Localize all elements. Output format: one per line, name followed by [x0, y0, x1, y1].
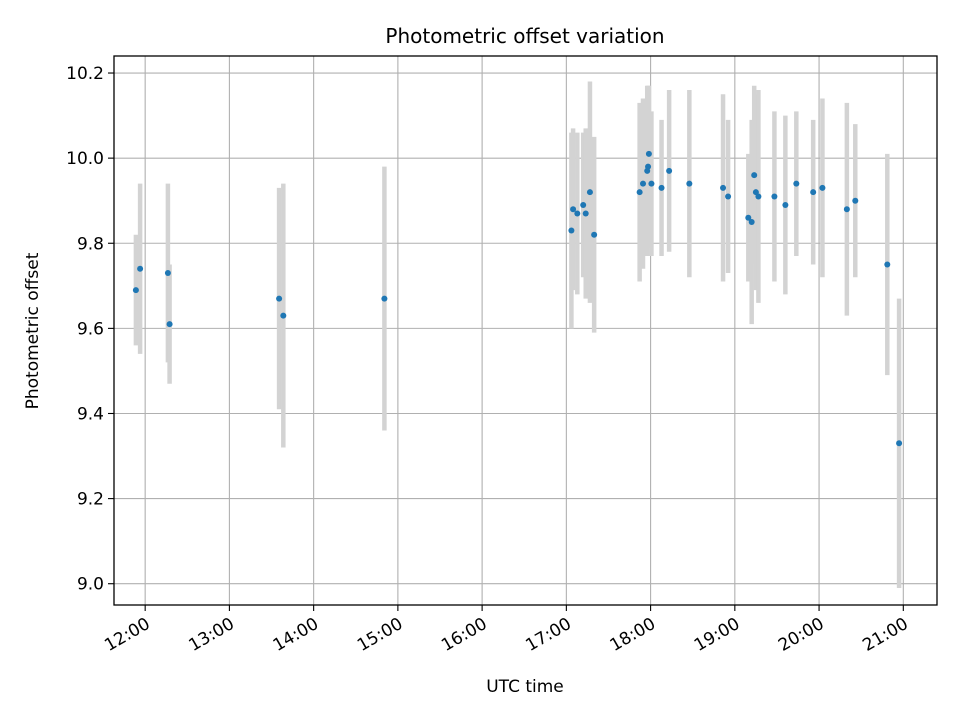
data-point	[280, 312, 287, 319]
data-point	[645, 150, 652, 157]
data-point	[748, 218, 755, 225]
data-point	[852, 197, 859, 204]
data-point	[580, 201, 587, 208]
y-tick-label: 10.0	[66, 149, 104, 169]
x-tick-label: 14:00	[270, 614, 322, 656]
y-axis: 9.0 9.2 9.4 9.6 9.8 10.0 10.2	[66, 64, 114, 595]
data-point	[640, 180, 647, 187]
x-tick-label: 15:00	[354, 614, 406, 656]
data-point	[843, 206, 850, 213]
data-point	[782, 201, 789, 208]
data-point	[658, 184, 665, 191]
x-tick-label: 17:00	[522, 614, 574, 656]
y-tick-label: 10.2	[66, 64, 104, 84]
data-point	[793, 180, 800, 187]
y-tick-label: 9.4	[77, 404, 104, 424]
y-axis-label: Photometric offset	[23, 252, 43, 409]
data-point	[720, 184, 727, 191]
data-point	[582, 210, 589, 217]
data-point	[648, 180, 655, 187]
x-tick-label: 18:00	[607, 614, 659, 656]
data-point	[771, 193, 778, 200]
x-axis-label: UTC time	[486, 677, 564, 697]
data-point	[591, 231, 598, 238]
y-tick-label: 9.2	[77, 490, 104, 510]
plot-frame	[113, 55, 938, 606]
chart-title: Photometric offset variation	[385, 24, 664, 48]
y-tick-label: 9.6	[77, 319, 104, 339]
data-point	[636, 189, 643, 196]
x-tick-label: 21:00	[859, 614, 911, 656]
data-point	[568, 227, 575, 234]
data-point	[686, 180, 693, 187]
data-point	[819, 184, 826, 191]
data-point	[755, 193, 762, 200]
x-tick-label: 16:00	[438, 614, 490, 656]
data-point	[381, 295, 388, 302]
data-point	[745, 214, 752, 221]
data-point	[586, 189, 593, 196]
x-tick-label: 19:00	[691, 614, 743, 656]
data-point	[166, 321, 173, 328]
data-point	[276, 295, 283, 302]
data-point	[137, 265, 144, 272]
data-point	[570, 206, 577, 213]
data-point	[574, 210, 581, 217]
y-tick-label: 9.0	[77, 575, 104, 595]
data-point	[810, 189, 817, 196]
grid	[114, 56, 937, 605]
x-tick-label: 12:00	[101, 614, 153, 656]
data-point	[132, 287, 139, 294]
x-axis: 12:00 13:00 14:00 15:00 16:00 17:00 18:00 19:00…	[101, 605, 912, 656]
data-points	[132, 150, 903, 447]
x-tick-label: 20:00	[775, 614, 827, 656]
data-point	[666, 167, 673, 174]
data-point	[725, 193, 732, 200]
data-point	[645, 163, 652, 170]
data-point	[751, 172, 758, 179]
error-bars	[133, 81, 902, 588]
data-point	[884, 261, 891, 268]
data-point	[896, 440, 903, 447]
x-tick-label: 13:00	[185, 614, 237, 656]
y-tick-label: 9.8	[77, 234, 104, 254]
data-point	[164, 270, 171, 277]
